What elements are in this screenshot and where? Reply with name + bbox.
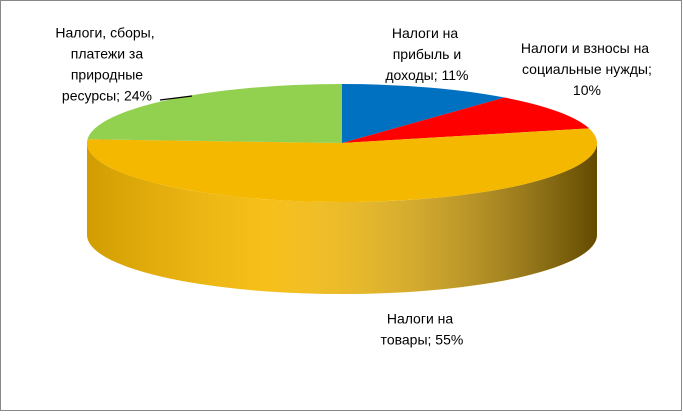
data-label: Налоги и взносы на социальные нужды; 10% (518, 40, 652, 98)
slice-side-shade (87, 143, 597, 294)
slice (87, 84, 343, 143)
slice (87, 128, 597, 202)
data-label: Налоги на товары; 55% (377, 310, 464, 347)
slice (342, 97, 589, 143)
leader-line (159, 95, 193, 101)
data-label: Налоги, сборы, платежи за природные ресу… (55, 24, 154, 103)
slice (342, 84, 505, 143)
data-label: Налоги на прибыль и доходы; 11% (381, 25, 468, 83)
